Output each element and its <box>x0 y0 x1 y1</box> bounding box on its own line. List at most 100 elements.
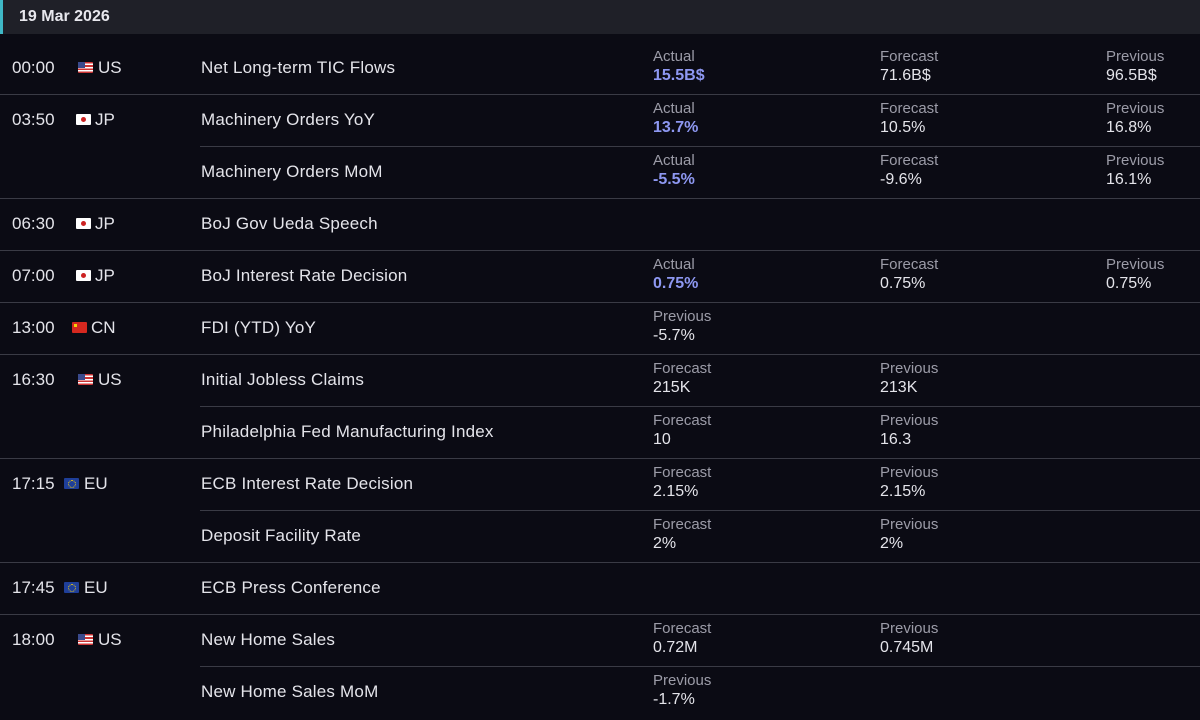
country-code: JP <box>95 266 115 285</box>
event-name: Net Long-term TIC Flows <box>201 58 396 77</box>
group-divider <box>0 354 1200 355</box>
group-divider <box>0 302 1200 303</box>
field-value: 213K <box>880 379 918 396</box>
event-divider <box>200 666 1200 667</box>
field-label: Previous <box>1106 152 1165 169</box>
event-divider <box>200 406 1200 407</box>
field-label: Forecast <box>653 516 712 533</box>
field-value: 15.5B$ <box>653 67 705 84</box>
field-value: 16.1% <box>1106 171 1152 188</box>
field-label: Previous <box>880 620 939 637</box>
group-divider <box>0 562 1200 563</box>
field-value: 0.72M <box>653 639 698 656</box>
field-label: Previous <box>653 308 712 325</box>
event-name: Philadelphia Fed Manufacturing Index <box>201 422 494 441</box>
event-name: ECB Interest Rate Decision <box>201 474 414 493</box>
country-flag <box>76 218 91 229</box>
country-flag <box>76 114 91 125</box>
field-value: 16.3 <box>880 431 912 448</box>
field-value: -5.5% <box>653 171 695 188</box>
field-value: 71.6B$ <box>880 67 931 84</box>
field-label: Forecast <box>880 100 939 117</box>
field-value: -1.7% <box>653 691 695 708</box>
field-value: 10 <box>653 431 671 448</box>
event-name: ECB Press Conference <box>201 578 381 597</box>
field-value: 0.745M <box>880 639 934 656</box>
field-label: Previous <box>1106 48 1165 65</box>
country-code: CN <box>91 318 116 337</box>
field-label: Forecast <box>880 48 939 65</box>
group-divider <box>0 198 1200 199</box>
event-time: 18:00 <box>12 630 55 649</box>
field-value: 10.5% <box>880 119 926 136</box>
group-divider <box>0 614 1200 615</box>
field-value: -5.7% <box>653 327 695 344</box>
field-label: Previous <box>880 412 939 429</box>
field-value: 0.75% <box>1106 275 1152 292</box>
field-label: Actual <box>653 48 695 65</box>
date-label: 19 Mar 2026 <box>19 8 110 25</box>
event-name: FDI (YTD) YoY <box>201 318 317 337</box>
event-time: 06:30 <box>12 214 55 233</box>
field-value: 2% <box>653 535 677 552</box>
event-time: 03:50 <box>12 110 55 129</box>
event-time: 16:30 <box>12 370 55 389</box>
country-code: US <box>98 630 122 649</box>
field-value: -9.6% <box>880 171 922 188</box>
field-label: Forecast <box>653 412 712 429</box>
event-time: 07:00 <box>12 266 55 285</box>
field-label: Previous <box>880 360 939 377</box>
field-value: 0.75% <box>880 275 926 292</box>
country-flag <box>64 582 79 593</box>
field-value: 0.75% <box>653 275 699 292</box>
field-label: Forecast <box>653 620 712 637</box>
event-name: BoJ Gov Ueda Speech <box>201 214 378 233</box>
event-name: New Home Sales <box>201 630 336 649</box>
country-flag <box>76 270 91 281</box>
field-label: Actual <box>653 100 695 117</box>
field-label: Forecast <box>880 152 939 169</box>
country-flag <box>72 322 87 333</box>
date-header: 19 Mar 2026 <box>0 0 1200 34</box>
field-label: Actual <box>653 256 695 273</box>
country-code: US <box>98 58 122 77</box>
country-code: EU <box>84 578 108 597</box>
field-value: 2.15% <box>653 483 699 500</box>
event-name: Machinery Orders MoM <box>201 162 383 181</box>
field-label: Previous <box>653 672 712 689</box>
field-label: Previous <box>880 516 939 533</box>
country-code: JP <box>95 214 115 233</box>
field-label: Previous <box>880 464 939 481</box>
field-label: Forecast <box>653 360 712 377</box>
field-value: 96.5B$ <box>1106 67 1157 84</box>
event-divider <box>200 510 1200 511</box>
event-name: Initial Jobless Claims <box>201 370 365 389</box>
event-name: BoJ Interest Rate Decision <box>201 266 408 285</box>
event-time: 00:00 <box>12 58 55 77</box>
field-value: 2.15% <box>880 483 926 500</box>
event-time: 17:45 <box>12 578 55 597</box>
event-name: Machinery Orders YoY <box>201 110 376 129</box>
group-divider <box>0 458 1200 459</box>
field-value: 13.7% <box>653 119 699 136</box>
group-divider <box>0 250 1200 251</box>
country-flag <box>78 374 93 385</box>
country-flag <box>78 62 93 73</box>
event-time: 17:15 <box>12 474 55 493</box>
field-label: Forecast <box>880 256 939 273</box>
field-label: Actual <box>653 152 695 169</box>
field-label: Forecast <box>653 464 712 481</box>
country-flag <box>64 478 79 489</box>
country-code: EU <box>84 474 108 493</box>
field-value: 16.8% <box>1106 119 1152 136</box>
field-label: Previous <box>1106 256 1165 273</box>
event-name: Deposit Facility Rate <box>201 526 362 545</box>
field-value: 2% <box>880 535 904 552</box>
event-time: 13:00 <box>12 318 55 337</box>
field-value: 215K <box>653 379 691 396</box>
country-flag <box>78 634 93 645</box>
event-name: New Home Sales MoM <box>201 682 379 701</box>
country-code: JP <box>95 110 115 129</box>
field-label: Previous <box>1106 100 1165 117</box>
